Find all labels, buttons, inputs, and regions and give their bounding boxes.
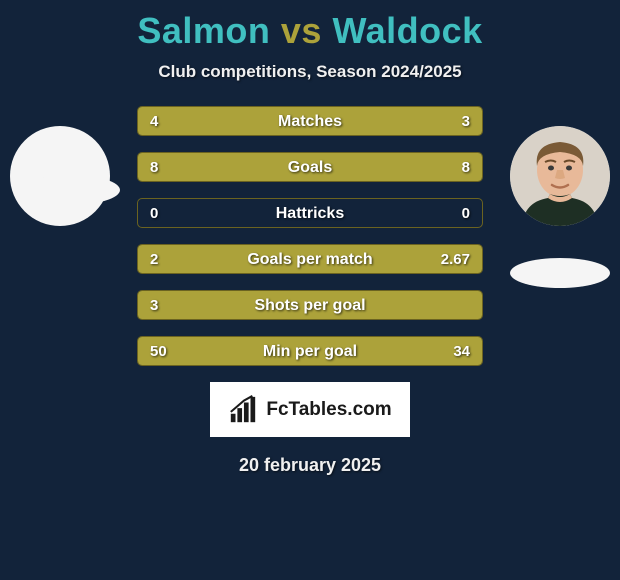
- player1-club-badge: [20, 175, 120, 205]
- bar-chart-icon: [228, 395, 258, 425]
- stat-label: Goals per match: [138, 245, 482, 274]
- player2-name: Waldock: [332, 10, 482, 51]
- player2-photo: [510, 126, 610, 226]
- player2-avatar: [510, 126, 610, 226]
- comparison-title: Salmon vs Waldock: [0, 0, 620, 52]
- stat-row: 22.67Goals per match: [137, 244, 483, 274]
- stat-row: 3Shots per goal: [137, 290, 483, 320]
- logo-text: FcTables.com: [266, 399, 391, 421]
- stat-label: Hattricks: [138, 199, 482, 228]
- stat-label: Goals: [138, 153, 482, 182]
- player1-name: Salmon: [137, 10, 270, 51]
- stat-label: Matches: [138, 107, 482, 136]
- stat-row: 00Hattricks: [137, 198, 483, 228]
- player2-club-badge: [510, 258, 610, 288]
- stat-row: 5034Min per goal: [137, 336, 483, 366]
- snapshot-date: 20 february 2025: [0, 455, 620, 476]
- stat-row: 88Goals: [137, 152, 483, 182]
- vs-text: vs: [281, 10, 322, 51]
- subtitle: Club competitions, Season 2024/2025: [0, 62, 620, 82]
- stat-label: Min per goal: [138, 337, 482, 366]
- stat-row: 43Matches: [137, 106, 483, 136]
- fctables-logo: FcTables.com: [210, 382, 410, 437]
- stats-table: 43Matches 88Goals 00Hattricks 22.67Goals pe…: [137, 106, 483, 366]
- stat-label: Shots per goal: [138, 291, 482, 320]
